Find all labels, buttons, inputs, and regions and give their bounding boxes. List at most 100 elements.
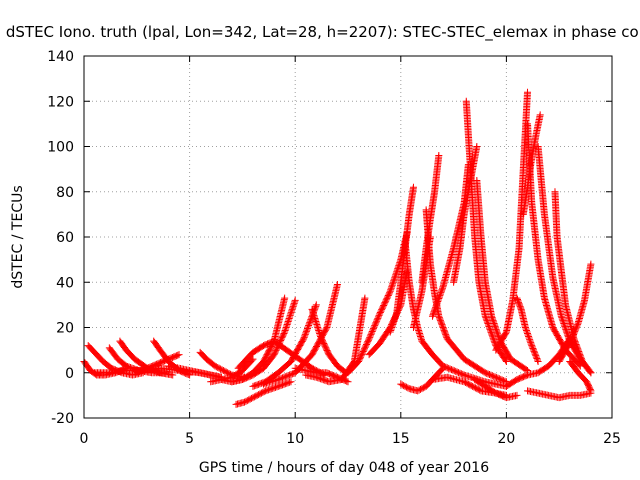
data-arc xyxy=(450,143,481,286)
data-point xyxy=(528,343,536,351)
data-point xyxy=(287,378,295,386)
data-arc xyxy=(524,120,584,370)
data-point xyxy=(304,324,312,332)
data-point xyxy=(374,314,382,322)
data-point xyxy=(388,281,396,289)
data-point xyxy=(283,322,291,330)
data-point xyxy=(572,325,580,333)
data-point xyxy=(389,320,397,328)
data-point xyxy=(300,335,308,343)
data-point xyxy=(501,377,509,385)
data-point xyxy=(372,319,380,327)
data-point xyxy=(522,325,530,333)
data-point xyxy=(287,310,295,318)
data-point xyxy=(527,340,535,348)
data-point xyxy=(476,386,484,394)
data-point xyxy=(428,312,436,320)
data-point xyxy=(366,333,374,341)
data-point xyxy=(388,283,396,291)
x-tick-label: 10 xyxy=(286,431,304,447)
data-arc xyxy=(133,351,183,377)
data-point xyxy=(489,333,497,341)
tick-labels: 0 5 10 15 20 25 -20 0 20 40 60 80 100 120 140 xyxy=(47,49,621,447)
x-axis-label: GPS time / hours of day 048 of year 2016 xyxy=(199,460,489,476)
data-point xyxy=(392,311,400,319)
data-point xyxy=(343,377,351,385)
data-point xyxy=(529,344,537,352)
data-point xyxy=(429,311,437,319)
data-arc xyxy=(397,364,447,395)
chart-title: dSTEC Iono. truth (lpal, Lon=342, Lat=28… xyxy=(6,23,640,42)
data-point xyxy=(523,328,531,336)
data-point xyxy=(389,278,397,286)
data-point xyxy=(459,370,467,378)
data-point xyxy=(369,325,377,333)
data-point xyxy=(522,366,530,374)
data-point xyxy=(281,328,289,336)
data-point xyxy=(389,280,397,288)
data-point xyxy=(531,349,539,357)
data-point xyxy=(430,308,438,316)
data-point xyxy=(387,286,395,294)
data-point xyxy=(284,317,292,325)
data-point xyxy=(486,324,494,332)
data-point xyxy=(388,322,396,330)
data-arc xyxy=(232,378,295,408)
data-point xyxy=(282,324,290,331)
data-point xyxy=(586,386,594,394)
data-point xyxy=(525,333,533,341)
data-point xyxy=(302,329,310,337)
data-point xyxy=(390,275,398,283)
data-arc xyxy=(428,161,472,320)
data-point xyxy=(432,302,440,310)
data-point xyxy=(502,356,510,364)
data-point xyxy=(281,294,289,302)
data-point xyxy=(174,351,182,359)
data-point xyxy=(300,333,308,341)
data-point xyxy=(289,302,297,310)
data-point xyxy=(283,320,291,328)
y-axis-label: dSTEC / TECUs xyxy=(10,185,26,288)
x-tick-label: 20 xyxy=(497,431,515,447)
data-point xyxy=(249,355,257,363)
data-point xyxy=(502,357,510,365)
data-point xyxy=(374,313,382,321)
data-point xyxy=(574,320,582,328)
data-point xyxy=(434,296,442,304)
plot-frame xyxy=(83,55,613,419)
data-point xyxy=(431,306,439,314)
data-point xyxy=(521,324,529,331)
data-point xyxy=(333,281,341,289)
data-point xyxy=(437,289,445,297)
data-point xyxy=(287,308,295,316)
x-tick-label: 5 xyxy=(185,431,194,447)
data-point xyxy=(526,337,534,345)
data-arc xyxy=(555,260,595,365)
data-arc xyxy=(386,183,417,336)
data-point xyxy=(587,260,595,268)
data-point xyxy=(435,152,443,160)
data-point xyxy=(482,315,490,323)
data-arc xyxy=(566,357,595,395)
data-point xyxy=(572,323,580,331)
data-point xyxy=(248,356,256,364)
data-point xyxy=(375,311,383,319)
y-tick-label: -20 xyxy=(51,411,74,427)
data-point xyxy=(305,322,313,330)
y-tick-label: 20 xyxy=(56,321,74,337)
data-arc xyxy=(365,267,411,359)
data-point xyxy=(490,336,498,344)
data-point xyxy=(373,317,381,325)
data-point xyxy=(361,294,369,302)
data-arc xyxy=(473,176,532,374)
x-tick-label: 15 xyxy=(392,431,410,447)
data-point xyxy=(288,307,296,315)
data-point xyxy=(527,339,535,347)
data-point xyxy=(489,334,497,342)
data-point xyxy=(303,326,311,334)
y-tick-label: 80 xyxy=(56,185,74,201)
data-point xyxy=(373,316,381,324)
data-point xyxy=(426,233,434,241)
data-point xyxy=(529,346,537,354)
